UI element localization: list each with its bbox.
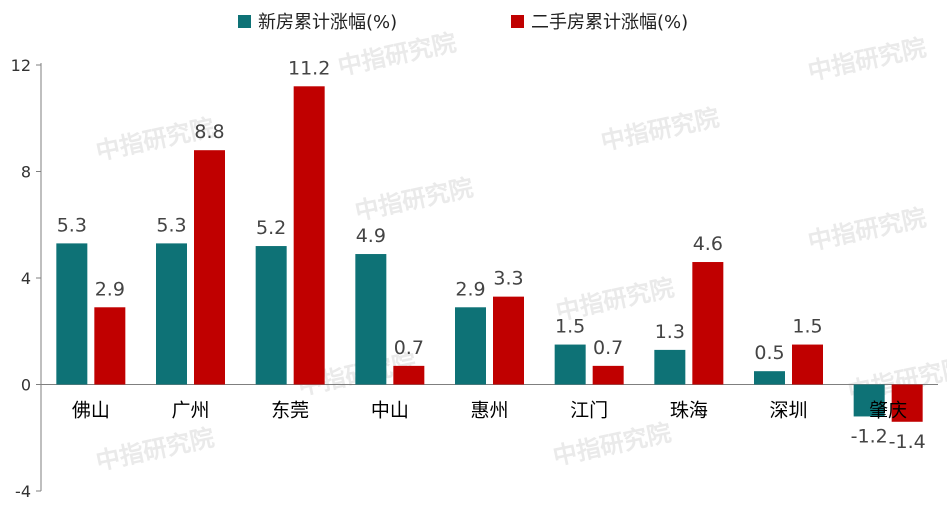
data-label: 4.9	[356, 225, 386, 247]
axes: -4 0 4 8 12	[11, 56, 938, 501]
y-tick-label: 12	[11, 56, 31, 75]
bar-second-7	[792, 344, 823, 385]
bar-second-0	[94, 307, 126, 385]
legend-swatch-1	[511, 15, 524, 28]
bar-new-5	[554, 344, 586, 385]
bar-new-6	[654, 349, 686, 385]
bar-second-6	[692, 262, 724, 385]
bar-new-0	[56, 243, 88, 385]
watermark-text: 中指研究院	[598, 104, 721, 156]
x-category-label: 珠海	[670, 400, 708, 422]
legend: 新房累计涨幅(%) 二手房累计涨幅(%)	[238, 12, 688, 33]
x-category-label: 惠州	[470, 400, 508, 422]
watermark-text: 中指研究院	[335, 29, 458, 81]
bar-new-1	[156, 243, 187, 385]
data-label: 8.8	[194, 121, 224, 143]
data-label: 3.3	[493, 268, 523, 290]
x-category-label: 广州	[171, 400, 209, 422]
bar-second-5	[592, 365, 624, 385]
data-label: 1.3	[655, 321, 685, 343]
bar-second-3	[393, 365, 425, 385]
x-category-label: 江门	[570, 400, 608, 422]
bar-second-4	[493, 296, 524, 385]
bar-second-1	[194, 150, 225, 385]
legend-label-1: 二手房累计涨幅(%)	[531, 12, 688, 33]
bar-new-7	[754, 371, 785, 385]
x-category-label: 肇庆	[869, 400, 907, 422]
watermark-text: 中指研究院	[550, 419, 673, 471]
data-label: 5.2	[256, 217, 286, 239]
y-tick-label: 8	[21, 163, 31, 182]
data-label: -1.2	[851, 425, 888, 447]
bars	[56, 86, 923, 422]
x-category-label: 东莞	[271, 400, 309, 422]
x-category-label: 中山	[371, 400, 409, 422]
data-label: 4.6	[693, 233, 723, 255]
data-label: 5.3	[156, 214, 186, 236]
data-label: 0.7	[394, 337, 424, 359]
data-labels: 5.3 2.9 佛山 5.3 8.8 广州 5.2 11.2 东莞 4.9 0.7 中山 2.9 3.3 惠…	[57, 57, 926, 452]
data-label: 0.7	[593, 337, 623, 359]
data-label: 2.9	[455, 278, 485, 300]
bar-new-3	[355, 254, 387, 385]
watermark-text: 中指研究院	[352, 174, 475, 226]
bar-new-8	[853, 384, 885, 417]
data-label: 5.3	[57, 214, 87, 236]
data-label: 2.9	[95, 278, 125, 300]
watermark-text: 中指研究院	[805, 204, 928, 256]
watermark-text: 中指研究院	[805, 34, 928, 86]
data-label: 11.2	[288, 57, 330, 79]
x-category-label: 佛山	[72, 400, 110, 422]
bar-new-2	[255, 246, 287, 385]
legend-swatch-0	[238, 15, 251, 28]
y-tick-label: -4	[15, 482, 31, 501]
data-label: -1.4	[889, 431, 926, 453]
data-label: 0.5	[754, 342, 784, 364]
bar-second-2	[293, 86, 325, 385]
y-tick-label: 4	[21, 269, 31, 288]
data-label: 1.5	[792, 316, 822, 338]
y-tick-label: 0	[21, 376, 31, 395]
x-category-label: 深圳	[769, 400, 807, 422]
watermark-text: 中指研究院	[93, 424, 216, 476]
bar-second-8	[891, 384, 923, 422]
bar-new-4	[455, 307, 486, 385]
legend-label-0: 新房累计涨幅(%)	[258, 12, 397, 33]
data-label: 1.5	[555, 316, 585, 338]
